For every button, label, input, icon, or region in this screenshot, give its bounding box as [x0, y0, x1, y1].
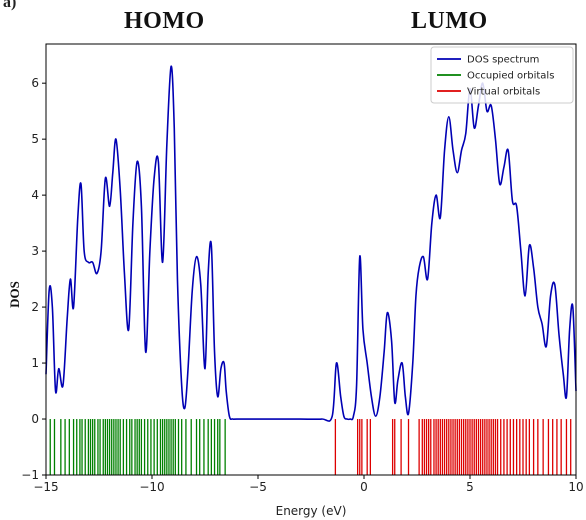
legend: DOS spectrum Occupied orbitals Virtual orb…: [430, 46, 574, 104]
legend-box: [430, 46, 574, 104]
y-tick-label: 4: [31, 188, 39, 202]
panel-label: a): [3, 0, 17, 11]
y-tick-label: 6: [31, 76, 39, 90]
legend-entry: Occupied orbitals: [467, 71, 554, 82]
lumo-heading: LUMO: [411, 8, 488, 34]
plot-frame: [45, 43, 577, 476]
x-tick-label: −10: [139, 480, 164, 494]
x-tick-label: 5: [466, 480, 474, 494]
y-tick-label: 3: [31, 244, 39, 258]
curve-layer: [45, 65, 577, 422]
dos-spectrum-line: [45, 65, 577, 422]
y-tick-label: 5: [31, 132, 39, 146]
x-axis-label: Energy (eV): [276, 504, 347, 518]
y-tick-label: −1: [21, 468, 39, 482]
legend-entry: DOS spectrum: [467, 55, 539, 66]
x-tick-label: 0: [360, 480, 368, 494]
homo-heading: HOMO: [124, 8, 205, 34]
legend-entry: Virtual orbitals: [467, 87, 540, 98]
x-tick-label: 10: [568, 480, 583, 494]
x-tick-label: −15: [33, 480, 58, 494]
y-tick-label: 2: [31, 300, 39, 314]
y-tick-label: 0: [31, 412, 39, 426]
stick-layer: [49, 419, 572, 475]
x-tick-label: −5: [249, 480, 267, 494]
y-axis-label: DOS: [7, 281, 22, 308]
y-tick-label: 1: [31, 356, 39, 370]
